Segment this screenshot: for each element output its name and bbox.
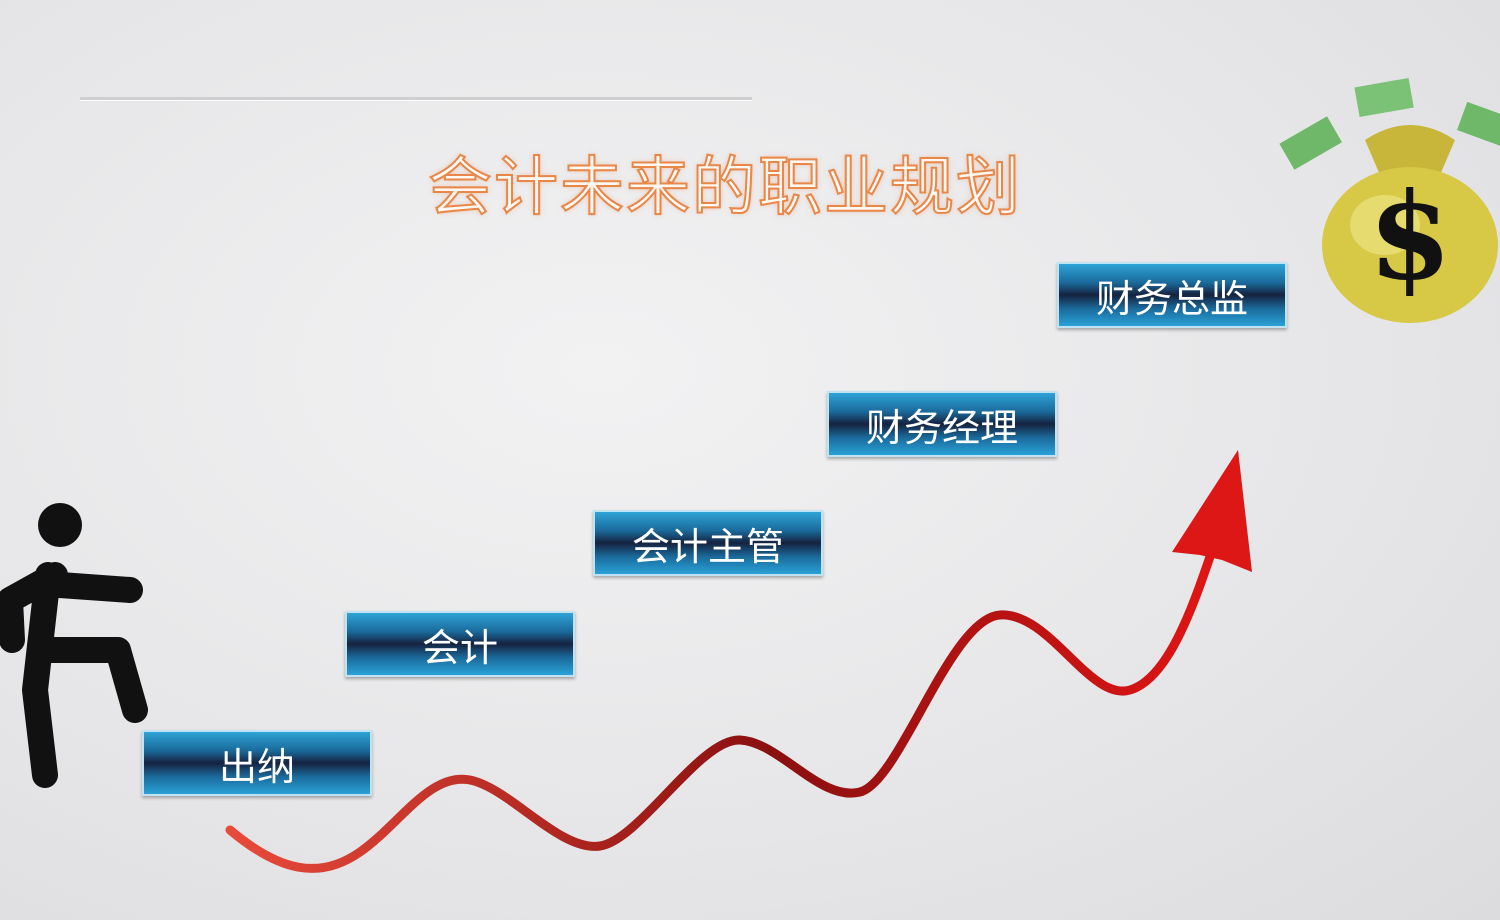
arrow-curve	[225, 543, 1218, 873]
step-accountant: 会计	[345, 611, 575, 677]
divider-line	[80, 97, 752, 100]
slide-title: 会计未来的职业规划	[427, 150, 1022, 226]
arrow-head	[1172, 450, 1252, 572]
step-cfo: 财务总监	[1057, 262, 1287, 328]
step-finance-manager: 财务经理	[827, 391, 1057, 457]
step-accounting-supervisor: 会计主管	[593, 510, 823, 576]
step-cashier: 出纳	[142, 730, 372, 796]
svg-text:$: $	[1368, 166, 1452, 307]
